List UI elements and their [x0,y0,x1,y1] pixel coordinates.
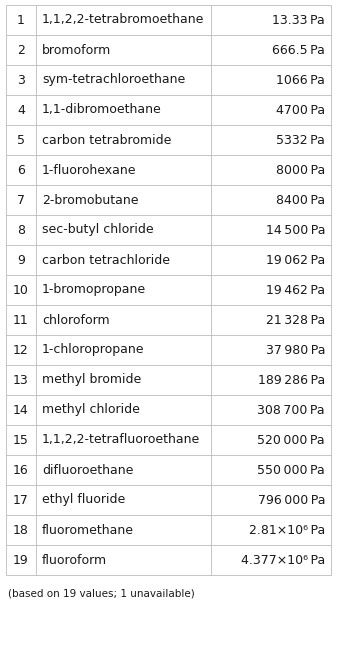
Text: 308 700 Pa: 308 700 Pa [257,404,325,417]
Text: 8: 8 [17,223,25,236]
Text: 17: 17 [13,494,29,507]
Text: ethyl fluoride: ethyl fluoride [42,494,125,507]
Text: fluoromethane: fluoromethane [42,524,134,537]
Text: 19 062 Pa: 19 062 Pa [266,253,325,266]
Text: sym-tetrachloroethane: sym-tetrachloroethane [42,74,185,86]
Text: 189 286 Pa: 189 286 Pa [258,374,325,387]
Text: 16: 16 [13,464,29,477]
Text: 8000 Pa: 8000 Pa [276,163,325,176]
Text: 1-fluorohexane: 1-fluorohexane [42,163,136,176]
Text: difluoroethane: difluoroethane [42,464,133,477]
Text: 4.377×10⁶ Pa: 4.377×10⁶ Pa [241,554,325,567]
Text: 10: 10 [13,283,29,296]
Text: bromoform: bromoform [42,44,111,57]
Text: 9: 9 [17,253,25,266]
Text: 1066 Pa: 1066 Pa [276,74,325,86]
Text: 4: 4 [17,103,25,116]
Text: carbon tetrabromide: carbon tetrabromide [42,133,172,146]
Text: 6: 6 [17,163,25,176]
Text: 5: 5 [17,133,25,146]
Text: 7: 7 [17,193,25,206]
Text: 550 000 Pa: 550 000 Pa [257,464,325,477]
Text: 11: 11 [13,313,29,326]
Text: 5332 Pa: 5332 Pa [276,133,325,146]
Text: 8400 Pa: 8400 Pa [276,193,325,206]
Text: 19 462 Pa: 19 462 Pa [266,283,325,296]
Text: 1-bromopropane: 1-bromopropane [42,283,146,296]
Text: 3: 3 [17,74,25,86]
Text: 2-bromobutane: 2-bromobutane [42,193,139,206]
Text: chloroform: chloroform [42,313,110,326]
Text: (based on 19 values; 1 unavailable): (based on 19 values; 1 unavailable) [8,589,195,599]
Text: 1: 1 [17,14,25,27]
Text: 15: 15 [13,434,29,447]
Text: 14 500 Pa: 14 500 Pa [266,223,325,236]
Text: 1,1-dibromoethane: 1,1-dibromoethane [42,103,162,116]
Text: 19: 19 [13,554,29,567]
Text: methyl chloride: methyl chloride [42,404,140,417]
Text: 2: 2 [17,44,25,57]
Text: 4700 Pa: 4700 Pa [276,103,325,116]
Text: 13: 13 [13,374,29,387]
Text: sec-butyl chloride: sec-butyl chloride [42,223,154,236]
Text: 37 980 Pa: 37 980 Pa [266,343,325,357]
Text: 12: 12 [13,343,29,357]
Text: 1,1,2,2-tetrabromoethane: 1,1,2,2-tetrabromoethane [42,14,204,27]
Text: fluoroform: fluoroform [42,554,107,567]
Text: carbon tetrachloride: carbon tetrachloride [42,253,170,266]
Text: 1-chloropropane: 1-chloropropane [42,343,145,357]
Text: 2.81×10⁶ Pa: 2.81×10⁶ Pa [249,524,325,537]
Text: 21 328 Pa: 21 328 Pa [266,313,325,326]
Text: 1,1,2,2-tetrafluoroethane: 1,1,2,2-tetrafluoroethane [42,434,200,447]
Text: 520 000 Pa: 520 000 Pa [257,434,325,447]
Text: 666.5 Pa: 666.5 Pa [272,44,325,57]
Text: 796 000 Pa: 796 000 Pa [258,494,325,507]
Text: methyl bromide: methyl bromide [42,374,141,387]
Text: 14: 14 [13,404,29,417]
Text: 18: 18 [13,524,29,537]
Text: 13.33 Pa: 13.33 Pa [272,14,325,27]
